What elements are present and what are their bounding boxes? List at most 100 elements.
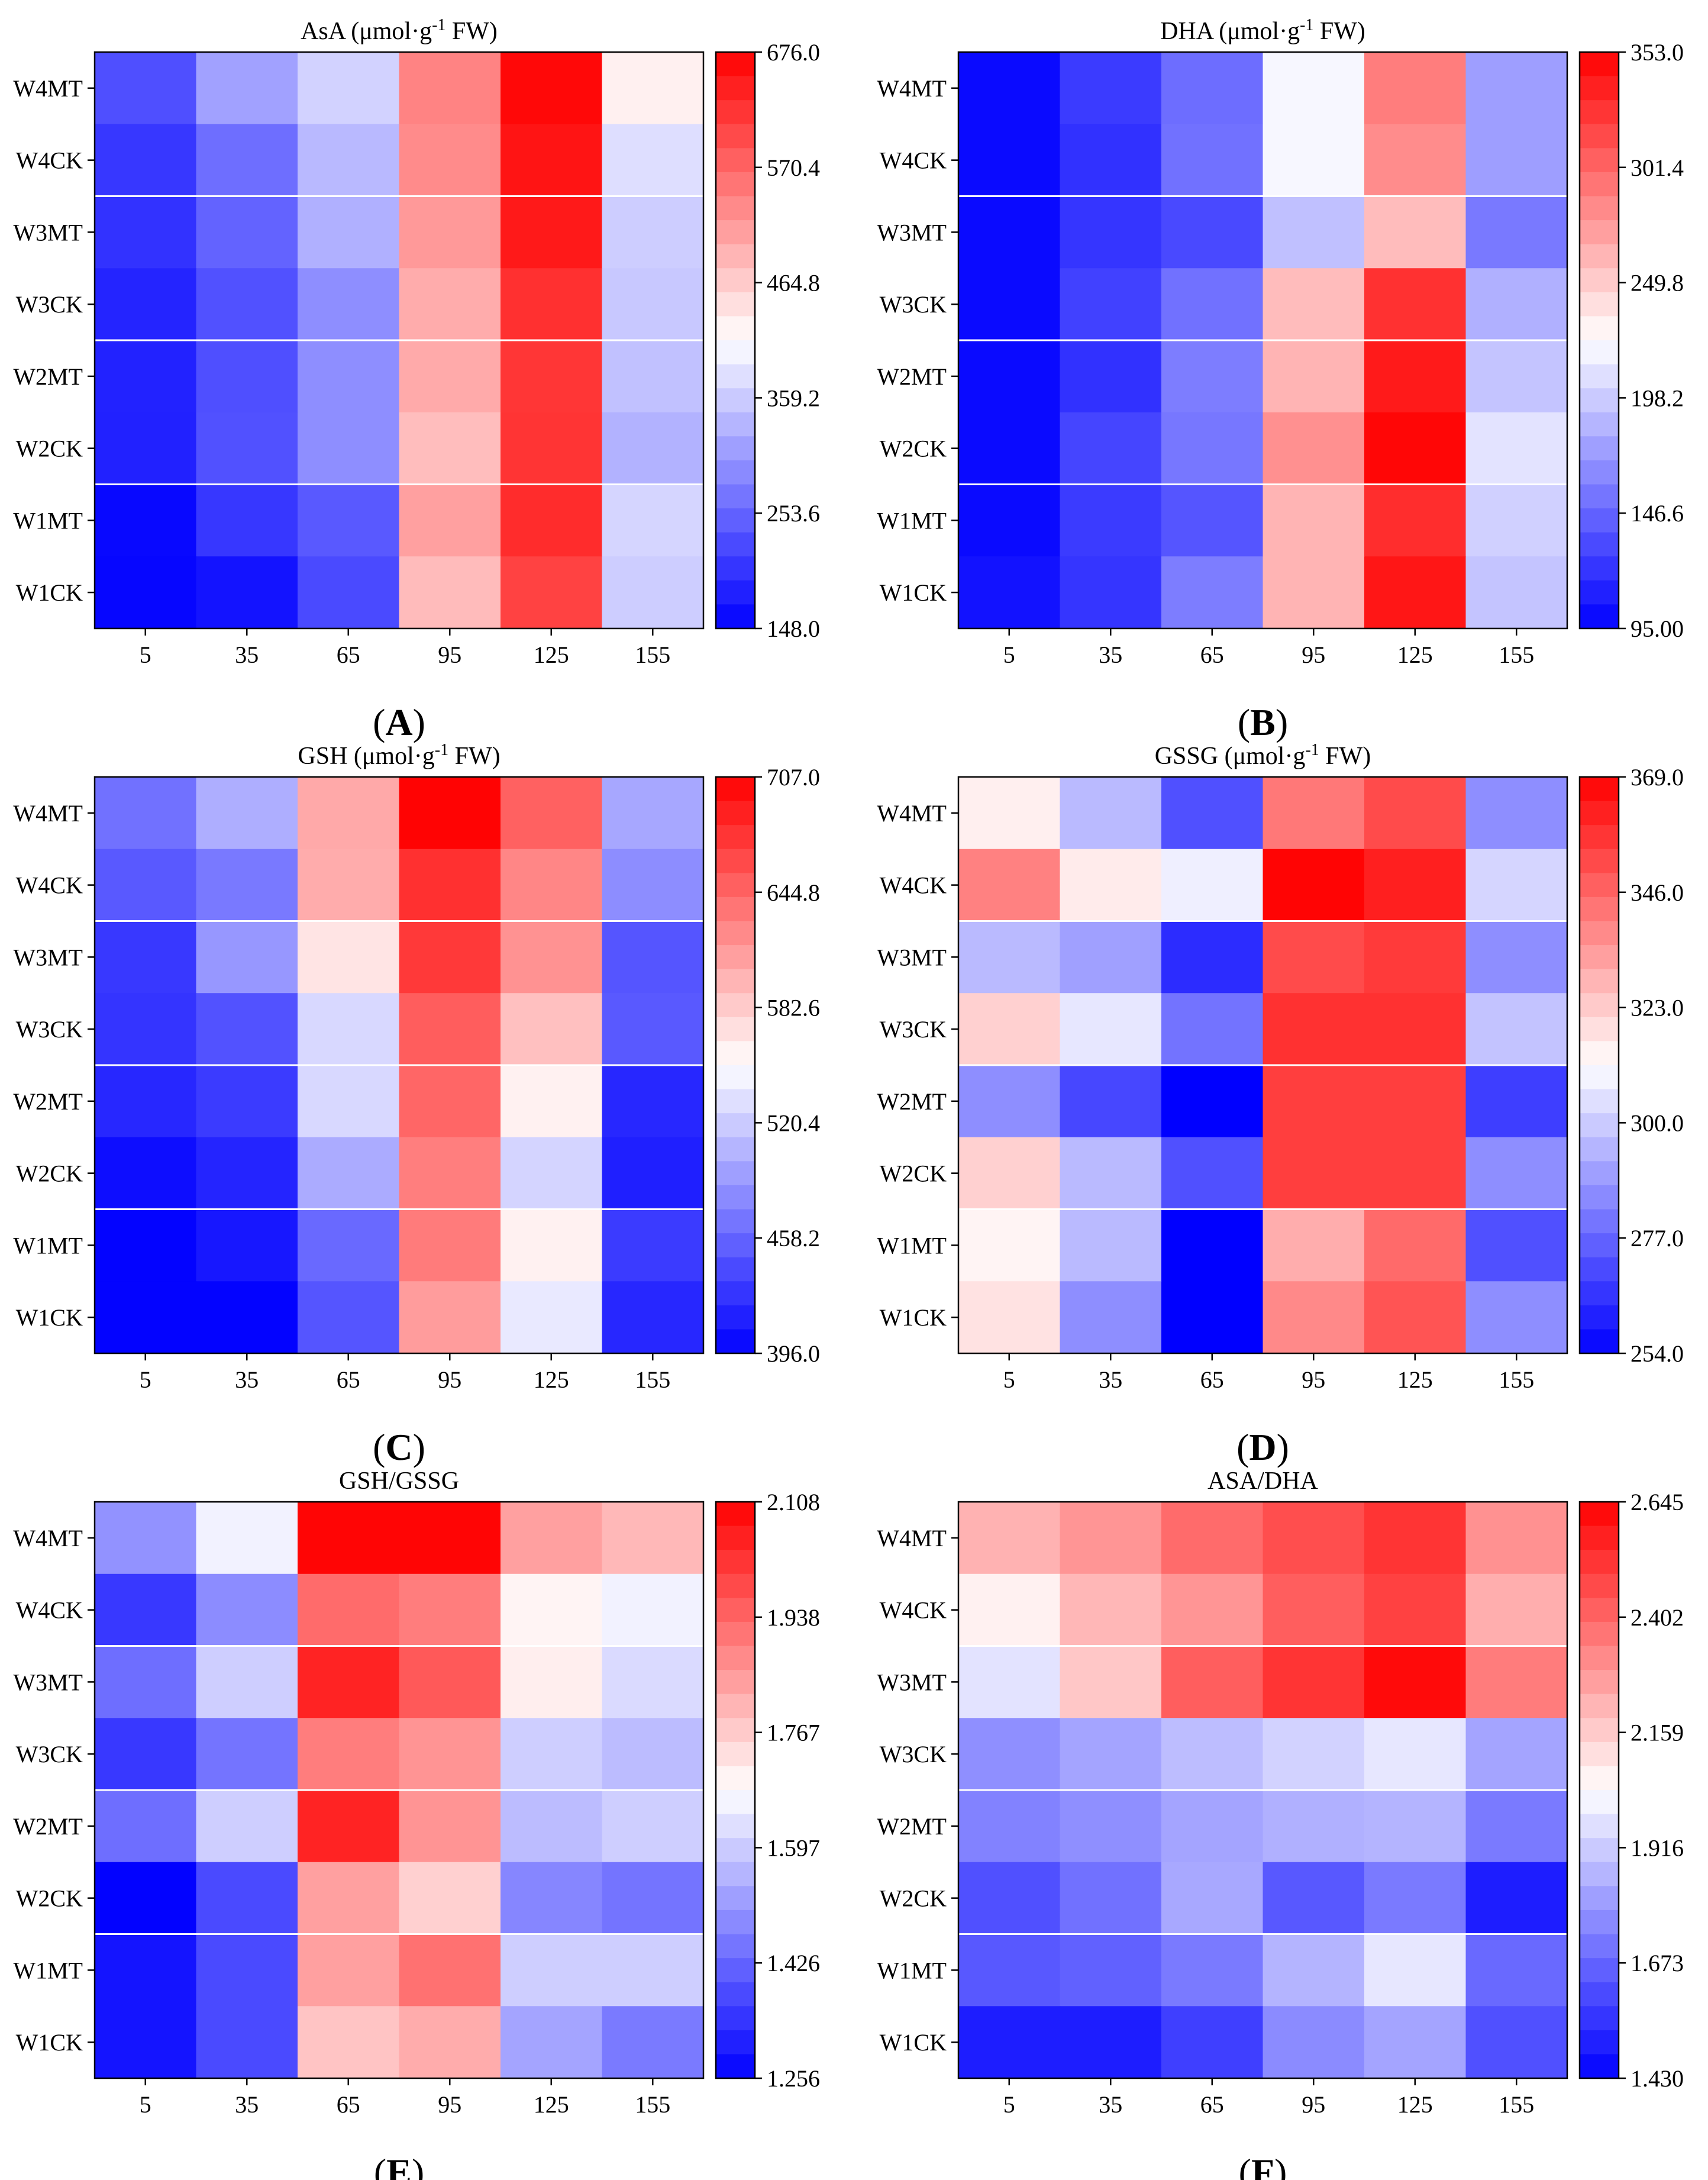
colorbar-segment	[1580, 1790, 1619, 1815]
heatmap-cell-W3CK-155	[1465, 993, 1568, 1066]
heatmap-cell-W3MT-155	[602, 1646, 704, 1718]
heatmap-cell-W2MT-155	[602, 1065, 704, 1138]
colorbar-segment	[716, 1766, 755, 1791]
heatmap-cell-W3CK-155	[602, 1718, 704, 1791]
colorbar-segment	[716, 1598, 755, 1623]
colorbar: 676.0 570.4 464.8 359.2 253.6 148.0	[715, 39, 820, 642]
heatmap-cell-W2MT-125	[1364, 340, 1467, 413]
x-tick-label-95: 95	[438, 1366, 461, 1393]
colorbar-segment	[716, 801, 755, 825]
heatmap-cell-W4MT-65	[298, 1502, 400, 1575]
colorbar-segment	[1580, 1281, 1619, 1306]
colorbar-tick-label: 198.2	[1630, 385, 1684, 411]
heatmap-cell-W1MT-125	[501, 484, 603, 557]
heatmap-cell-W4CK-95	[1263, 1573, 1365, 1647]
y-tick-label-w3mt: W3MT	[877, 1669, 947, 1695]
colorbar-segment	[716, 196, 755, 221]
heatmap-cell-W4CK-5	[95, 849, 197, 922]
heatmap-cell-W4MT-5	[95, 52, 197, 125]
colorbar-tick-label: 148.0	[767, 615, 820, 642]
heatmap-cell-W4CK-155	[1465, 1573, 1568, 1647]
heatmap-cell-W2MT-125	[501, 340, 603, 413]
heatmap-cell-W1CK-95	[1263, 2006, 1365, 2079]
heatmap-cell-W1MT-125	[501, 1934, 603, 2007]
heatmap-cell-W4MT-35	[196, 1502, 298, 1575]
x-tick-label-125: 125	[534, 1366, 569, 1393]
colorbar-segment	[1580, 1161, 1619, 1186]
heatmap-cell-W3CK-65	[298, 1718, 400, 1791]
panel-title-superscript: -1	[432, 16, 445, 34]
heatmap-cell-W2MT-35	[1060, 1065, 1162, 1138]
heatmap-cell-W1CK-125	[501, 1281, 603, 1354]
colorbar-segment	[716, 412, 755, 437]
heatmap-cell-W4CK-35	[196, 849, 298, 922]
colorbar-segment	[716, 1257, 755, 1282]
heatmap-cell-W1CK-155	[1465, 1281, 1568, 1354]
heatmap-frame	[957, 51, 1568, 630]
y-tick-label-w3ck: W3CK	[880, 1016, 947, 1043]
colorbar-segment	[716, 556, 755, 581]
heatmap-cell-W4MT-155	[1465, 1502, 1568, 1575]
heatmap-cell-W1CK-125	[1364, 556, 1467, 629]
heatmap-cell-W3MT-155	[602, 196, 704, 269]
heatmap-cell-W2MT-125	[501, 1790, 603, 1863]
heatmap-cell-W1MT-35	[196, 484, 298, 557]
heatmap-cell-W2MT-65	[298, 1790, 400, 1863]
heatmap-cell-W2CK-95	[399, 1862, 501, 1935]
heatmap-cell-W1MT-125	[1364, 1209, 1467, 1282]
heatmap-cell-W2CK-35	[1060, 1137, 1162, 1210]
heatmap-cell-W3CK-125	[1364, 1718, 1467, 1791]
colorbar-segment	[716, 1814, 755, 1839]
heatmap-cell-W4CK-35	[196, 124, 298, 197]
heatmap-cell-W3CK-155	[1465, 1718, 1568, 1791]
colorbar-tick-label: 146.6	[1630, 500, 1684, 527]
heatmap-cell-W4CK-5	[958, 849, 1061, 922]
x-tick-label-155: 155	[635, 1366, 670, 1393]
heatmap-cell-W2CK-5	[958, 1862, 1061, 1935]
colorbar-segment	[1580, 1233, 1619, 1258]
colorbar-segment	[1580, 1257, 1619, 1282]
heatmap-cell-W1CK-5	[95, 1281, 197, 1354]
heatmap-cell-W4CK-155	[602, 849, 704, 922]
heatmap-cell-W3CK-125	[501, 993, 603, 1066]
heatmap-cell-W1CK-35	[196, 556, 298, 629]
heatmap-cell-W3CK-125	[1364, 268, 1467, 341]
colorbar-segment	[1580, 172, 1619, 197]
colorbar-segment	[1580, 436, 1619, 461]
heatmap-cell-W1MT-95	[1263, 1934, 1365, 2007]
colorbar: 353.0 301.4 249.8 198.2 146.6 95.00	[1578, 39, 1684, 642]
heatmap-cell-W3CK-155	[602, 993, 704, 1066]
heatmap-cell-W1CK-125	[1364, 2006, 1467, 2079]
colorbar-tick-label: 249.8	[1630, 270, 1684, 296]
colorbar-segment	[1580, 196, 1619, 221]
heatmap-cell-W4CK-155	[1465, 124, 1568, 197]
y-tick-label-w3ck: W3CK	[16, 1016, 83, 1043]
heatmap-cell-W4MT-5	[95, 1502, 197, 1575]
heatmap-cell-W3MT-5	[958, 1646, 1061, 1718]
heatmap-cell-W2CK-155	[602, 412, 704, 485]
heatmap-cell-W1MT-35	[1060, 1934, 1162, 2007]
y-tick-label-w2mt: W2MT	[13, 363, 83, 390]
heatmap-cell-W3CK-5	[958, 1718, 1061, 1791]
heatmap-cell-W1MT-95	[399, 1209, 501, 1282]
heatmap-cell-W1CK-35	[1060, 1281, 1162, 1354]
colorbar-segment	[1580, 825, 1619, 850]
y-tick-label-w3mt: W3MT	[877, 219, 947, 246]
colorbar-tick-label: 1.430	[1630, 2065, 1684, 2092]
panel-title: ASA/DHA	[1207, 1468, 1318, 1495]
colorbar-segment	[1580, 532, 1619, 557]
heatmap-cell-W2CK-155	[602, 1862, 704, 1935]
colorbar-segment	[1580, 484, 1619, 509]
colorbar-segment	[716, 1838, 755, 1863]
heatmap-cell-W1MT-155	[602, 484, 704, 557]
heatmap-cell-W2MT-35	[196, 340, 298, 413]
heatmap-cell-W1MT-125	[501, 1209, 603, 1282]
colorbar: 2.645 2.402 2.159 1.916 1.673 1.430	[1578, 1489, 1684, 2092]
y-tick-label-w2mt: W2MT	[877, 363, 947, 390]
colorbar-segment	[716, 316, 755, 341]
heatmap-cell-W1CK-5	[958, 556, 1061, 629]
heatmap-cell-W1MT-155	[1465, 1934, 1568, 2007]
y-tick-label-w3mt: W3MT	[13, 219, 83, 246]
heatmap-cell-W1MT-65	[1161, 484, 1264, 557]
colorbar-segment	[716, 436, 755, 461]
